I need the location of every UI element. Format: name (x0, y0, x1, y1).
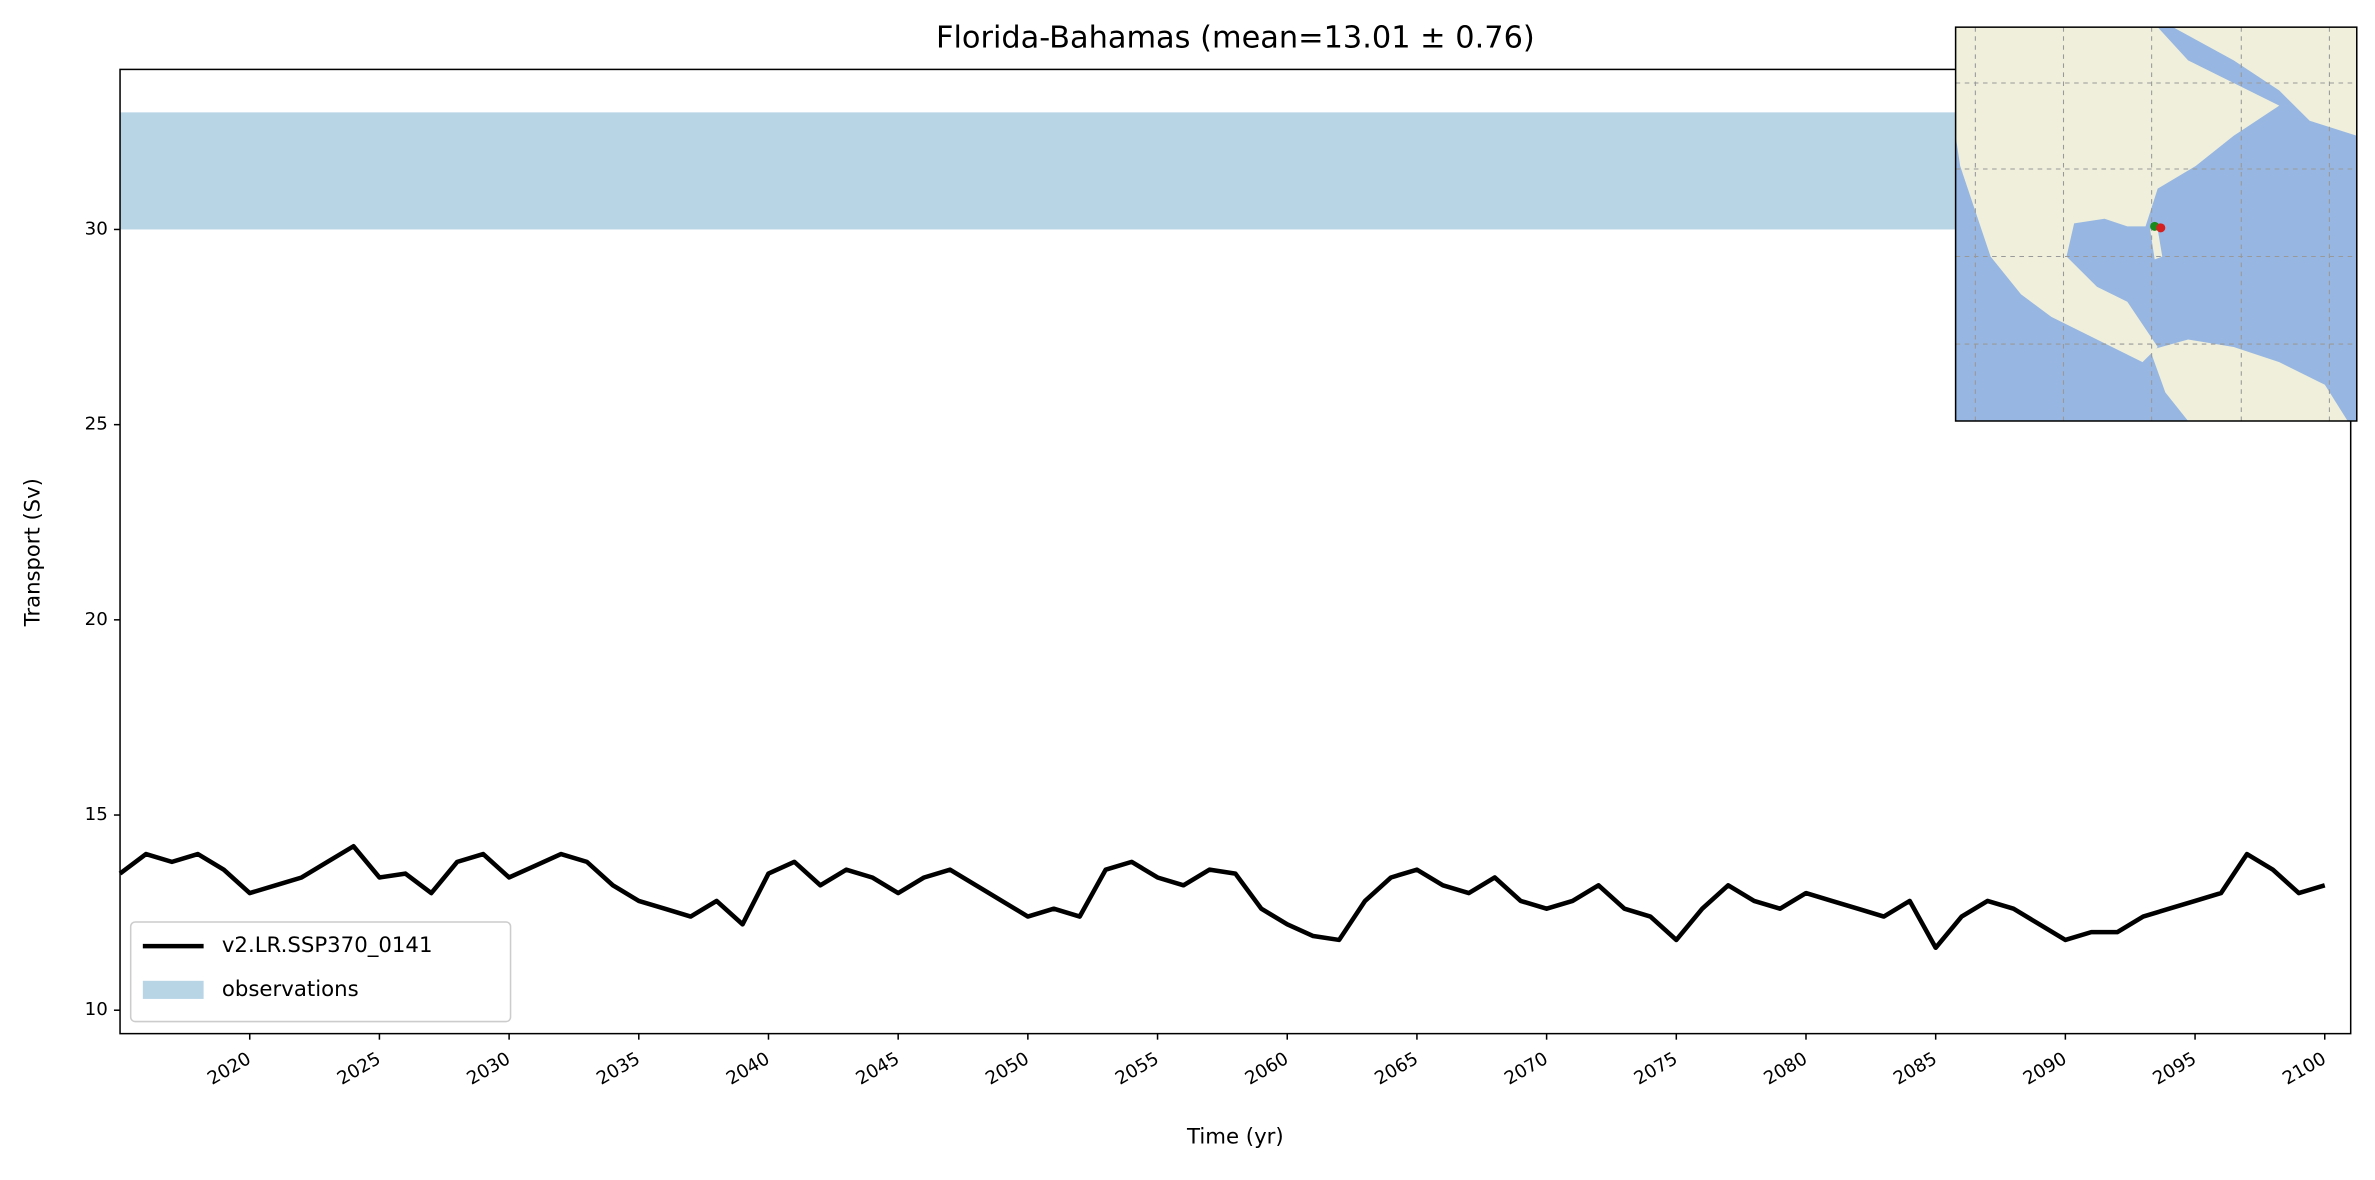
y-axis-label: Transport (Sv) (19, 478, 44, 627)
land-north-america (1955, 27, 2280, 363)
y-tick-label: 30 (85, 219, 108, 240)
x-tick-label: 2060 (1242, 1048, 1293, 1089)
land-greenland (2172, 27, 2357, 136)
land-florida (2150, 229, 2163, 260)
x-tick-label: 2030 (463, 1048, 514, 1089)
land-south-america (2150, 339, 2348, 421)
legend-label: observations (222, 976, 359, 1001)
map-inset (1954, 26, 2358, 422)
x-tick-label: 2040 (723, 1048, 774, 1089)
x-tick-label: 2080 (1760, 1048, 1811, 1089)
y-tick-label: 20 (85, 609, 108, 630)
legend-label: v2.LR.SSP370_0141 (222, 932, 433, 957)
legend-box (129, 921, 512, 1023)
map-grid (1955, 27, 2357, 421)
chart-title: Florida-Bahamas (mean=13.01 ± 0.76) (936, 21, 1535, 56)
x-tick-label: 2025 (334, 1048, 385, 1089)
x-tick-label: 2075 (1631, 1048, 1682, 1089)
legend-swatch (142, 980, 204, 999)
x-axis-label: Time (yr) (1186, 1124, 1284, 1149)
y-tick-label: 15 (85, 804, 108, 825)
map-frame (1954, 26, 2358, 422)
x-tick-label: 2100 (2279, 1048, 2330, 1089)
x-tick-label: 2045 (852, 1048, 903, 1089)
x-tick-label: 2035 (593, 1048, 644, 1089)
x-tick-label: 2085 (1890, 1048, 1941, 1089)
series-line (118, 843, 2326, 951)
map-point-end (2156, 223, 2166, 233)
y-tick-label: 10 (85, 999, 108, 1020)
x-tick-label: 2095 (2149, 1048, 2200, 1089)
x-tick-label: 2090 (2020, 1048, 2071, 1089)
x-tick-label: 2065 (1371, 1048, 1422, 1089)
x-tick-label: 2070 (1501, 1048, 1552, 1089)
axes-frame (119, 68, 2352, 1035)
x-tick-label: 2020 (204, 1048, 255, 1089)
x-tick-label: 2050 (982, 1048, 1033, 1089)
x-tick-label: 2055 (1112, 1048, 1163, 1089)
y-tick-label: 25 (85, 414, 108, 435)
